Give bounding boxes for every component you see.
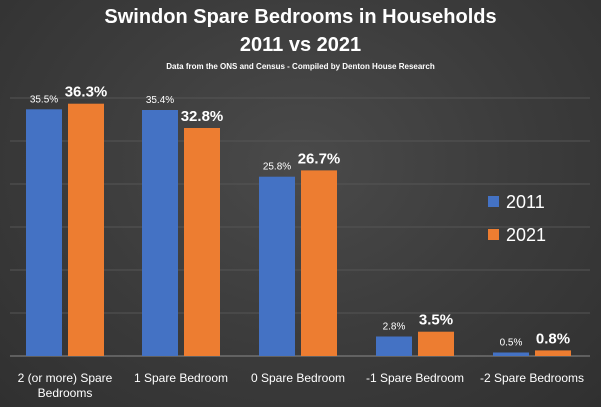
chart-title-line-2: 2011 vs 2021 [239, 34, 362, 56]
data-label-2011-0: 35.5% [30, 94, 58, 105]
chart-title-line-1: Swindon Spare Bedrooms in Households [104, 6, 497, 28]
legend-label-2021: 2021 [506, 225, 546, 245]
category-label-4: -2 Spare Bedrooms [480, 371, 584, 385]
chart-subtitle: Data from the ONS and Census - Compiled … [166, 62, 435, 71]
data-label-2021-0: 36.3% [65, 84, 108, 101]
bar-2011-0 [26, 109, 62, 356]
category-label-2: 0 Spare Bedroom [251, 371, 345, 385]
bar-2021-4 [535, 350, 571, 356]
bar-2011-1 [142, 110, 178, 356]
legend-swatch-2021 [488, 229, 499, 240]
legend-label-2011: 2011 [506, 192, 545, 212]
legend-swatch-2011 [488, 196, 499, 207]
bar-2021-3 [418, 331, 454, 356]
category-label-0: 2 (or more) Spare [18, 371, 113, 385]
data-label-2021-2: 26.7% [298, 150, 341, 167]
bar-2021-1 [184, 128, 220, 356]
bar-2021-2 [301, 170, 337, 356]
bar-2011-2 [259, 176, 295, 356]
category-label-3: -1 Spare Bedroom [366, 371, 464, 385]
bar-2011-3 [376, 336, 412, 356]
bar-2011-4 [493, 352, 529, 356]
data-label-2021-1: 32.8% [181, 108, 224, 125]
category-label-1: 1 Spare Bedroom [134, 371, 228, 385]
data-label-2011-3: 2.8% [383, 322, 406, 333]
data-label-2021-3: 3.5% [419, 312, 453, 329]
category-label-0-line-2: Bedrooms [38, 386, 93, 400]
bar-2021-0 [68, 103, 104, 356]
data-label-2021-4: 0.8% [536, 330, 570, 347]
data-label-2011-2: 25.8% [263, 162, 291, 173]
data-label-2011-4: 0.5% [500, 338, 523, 349]
data-label-2011-1: 35.4% [146, 95, 174, 106]
